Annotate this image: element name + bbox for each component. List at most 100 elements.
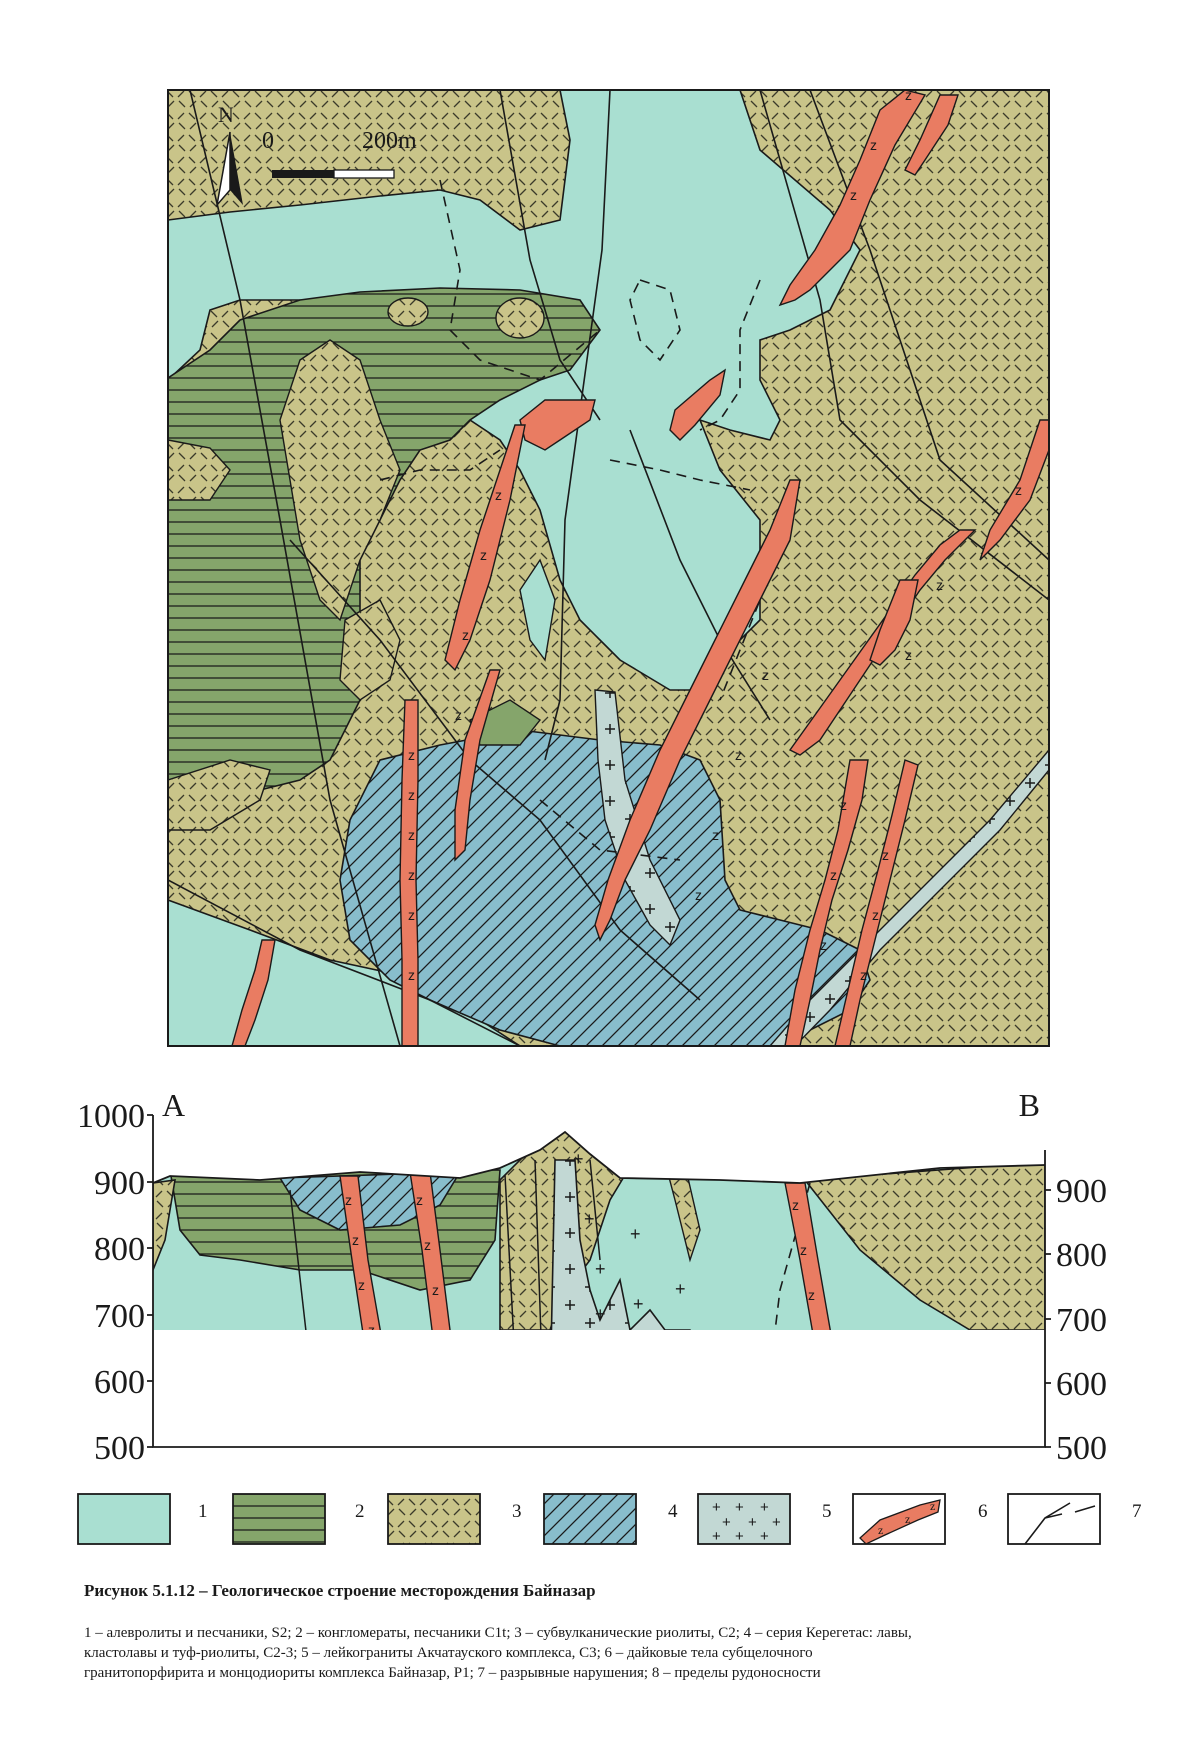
svg-text:+: + [722, 1514, 731, 1531]
svg-text:+: + [712, 1528, 721, 1545]
svg-text:z: z [830, 867, 837, 883]
north-arrow: N [215, 102, 243, 208]
geological-map: z z z z z z z z z z z z z z z z z z z z z z z z z z N 0 200… [167, 87, 1050, 1047]
svg-text:+: + [675, 1279, 686, 1299]
svg-text:z: z [345, 1192, 352, 1208]
tick-left-500: 500 [94, 1430, 145, 1467]
section-surface-line [152, 1130, 1046, 1184]
legend-number-6: 6 [978, 1501, 988, 1522]
section-dikes [339, 1171, 849, 1330]
legend-number-5: 5 [822, 1501, 832, 1522]
cross-section: z z z z z z z z z z z z z z z + + + + + + + + + + + 1000 90… [77, 1087, 1107, 1467]
legend-number-4: 4 [668, 1501, 678, 1522]
svg-text:z: z [408, 907, 415, 923]
geological-figure: z z z z z z z z z z z z z z z z z z z z z z z z z z N 0 200… [77, 87, 1142, 1545]
caption-line-2: кластолавы и туф-риолиты, C2-3; 5 – лейк… [84, 1645, 813, 1661]
section-axes [147, 1114, 1051, 1448]
svg-text:z: z [905, 87, 912, 103]
svg-text:z: z [930, 1499, 935, 1513]
svg-text:+: + [680, 1396, 691, 1416]
map-frame [167, 89, 1050, 1047]
svg-text:+: + [573, 1149, 584, 1169]
north-label: N [218, 102, 234, 127]
svg-text:z: z [816, 1332, 823, 1348]
svg-text:+: + [565, 1357, 576, 1377]
svg-text:z: z [455, 707, 462, 723]
svg-text:z: z [820, 937, 827, 953]
svg-text:z: z [735, 747, 742, 763]
svg-text:z: z [695, 887, 702, 903]
map-rhyolite-island-3 [387, 297, 429, 327]
map-ore-limits [379, 179, 781, 861]
svg-text:+: + [630, 1224, 641, 1244]
svg-text:z: z [800, 1242, 807, 1258]
svg-text:z: z [462, 627, 469, 643]
svg-text:z: z [762, 667, 769, 683]
map-siltstone-lens [519, 558, 556, 662]
svg-text:z: z [416, 1192, 423, 1208]
section-rhyolite-east [803, 1161, 1045, 1330]
legend-item-6: z z z 6 [852, 1493, 988, 1545]
svg-text:+: + [760, 1528, 769, 1545]
tick-right-800: 800 [1056, 1237, 1107, 1274]
map-rhyolite-island-6 [339, 599, 401, 701]
svg-text:z: z [408, 827, 415, 843]
legend-number-2: 2 [355, 1501, 365, 1522]
svg-text:+: + [633, 1294, 644, 1314]
svg-text:+: + [712, 1499, 721, 1516]
svg-text:z: z [860, 967, 867, 983]
svg-text:z: z [376, 1367, 383, 1383]
svg-text:z: z [1015, 482, 1022, 498]
svg-text:z: z [936, 577, 943, 593]
svg-text:+: + [640, 1396, 651, 1416]
svg-text:z: z [480, 547, 487, 563]
tick-right-900: 900 [1056, 1173, 1107, 1210]
svg-text:z: z [882, 847, 889, 863]
svg-text:z: z [408, 867, 415, 883]
scale-bar: 0 200m [262, 128, 417, 179]
svg-text:z: z [440, 1327, 447, 1343]
tick-left-900: 900 [94, 1165, 145, 1202]
tick-left-600: 600 [94, 1364, 145, 1401]
legend: 1 2 3 4 + + + + + + + + + 5 z z z [77, 1493, 1142, 1545]
svg-text:z: z [850, 187, 857, 203]
legend-item-7: 7 [1007, 1493, 1142, 1545]
map-rhyolite-island-5 [168, 759, 271, 831]
svg-text:z: z [368, 1322, 375, 1338]
svg-text:z: z [792, 1197, 799, 1213]
map-rhyolite-island-2 [168, 439, 231, 501]
tick-right-600: 600 [1056, 1366, 1107, 1403]
svg-text:z: z [840, 797, 847, 813]
figure-caption-text: 1 – алевролиты и песчаники, S2; 2 – конг… [84, 1623, 1144, 1683]
svg-text:z: z [870, 137, 877, 153]
svg-text:+: + [595, 1259, 606, 1279]
tick-right-500: 500 [1056, 1430, 1107, 1467]
tick-left-1000: 1000 [77, 1098, 145, 1135]
svg-text:z: z [878, 1523, 883, 1537]
map-rhyolite-island-4 [495, 297, 545, 339]
svg-text:z: z [352, 1232, 359, 1248]
tick-right-700: 700 [1056, 1302, 1107, 1339]
svg-text:+: + [760, 1499, 769, 1516]
caption-line-3: гранитопорфирита и монцодиориты комплекс… [84, 1665, 821, 1681]
svg-text:z: z [358, 1277, 365, 1293]
svg-text:z: z [448, 1372, 455, 1388]
legend-number-7: 7 [1132, 1501, 1142, 1522]
svg-text:+: + [584, 1209, 595, 1229]
tick-left-800: 800 [94, 1231, 145, 1268]
svg-text:z: z [905, 647, 912, 663]
section-granite [549, 1159, 751, 1330]
svg-text:+: + [748, 1514, 757, 1531]
svg-text:+: + [595, 1304, 606, 1324]
svg-text:z: z [826, 1377, 833, 1393]
tick-left-700: 700 [94, 1298, 145, 1335]
svg-text:z: z [408, 787, 415, 803]
map-rhyolite-island-1 [279, 339, 401, 622]
map-granite-body-1 [594, 689, 681, 947]
svg-text:z: z [408, 967, 415, 983]
legend-number-3: 3 [512, 1501, 522, 1522]
svg-text:z: z [712, 827, 719, 843]
figure-caption-title: Рисунок 5.1.12 – Геологическое строение … [84, 1581, 596, 1600]
section-faults [289, 1159, 601, 1330]
svg-text:z: z [905, 1512, 910, 1526]
